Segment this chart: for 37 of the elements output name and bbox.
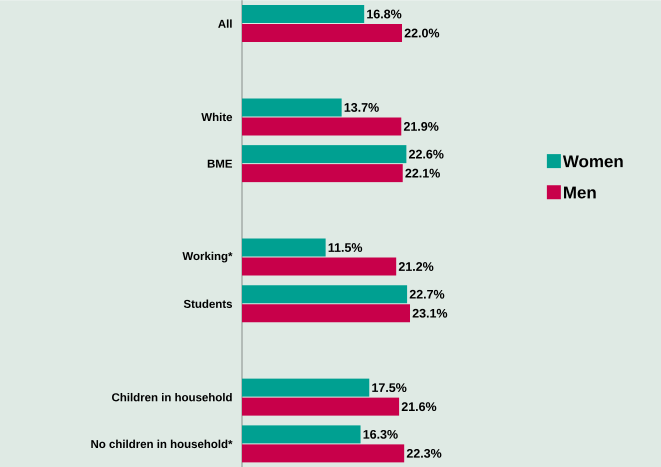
- bar: [242, 98, 342, 116]
- bar: [242, 378, 370, 396]
- data-label: 21.6%: [402, 402, 436, 411]
- y-tick-label: Working*: [182, 251, 232, 262]
- data-label: 23.1%: [412, 308, 448, 318]
- data-label: 16.8%: [367, 9, 402, 18]
- data-label: 22.3%: [406, 448, 442, 458]
- legend-label: Men: [564, 186, 596, 198]
- bar: [242, 285, 408, 304]
- data-label: 16.3%: [364, 430, 398, 439]
- data-label: 13.7%: [344, 102, 379, 112]
- bar: [242, 257, 396, 276]
- data-label: 17.5%: [372, 383, 406, 392]
- bar: [242, 144, 406, 163]
- bar: [242, 164, 403, 182]
- y-tick-label: White: [201, 112, 232, 121]
- bar: [242, 397, 400, 416]
- y-tick-label: Students: [184, 299, 232, 308]
- bar: [242, 24, 402, 42]
- data-label: 22.1%: [405, 168, 440, 178]
- y-tick-label: No children in household*: [91, 439, 232, 448]
- data-label: 21.2%: [398, 262, 434, 271]
- data-label: 22.7%: [410, 290, 444, 298]
- y-tick-label: Children in household: [112, 392, 232, 402]
- bar: [242, 4, 364, 23]
- bar: [242, 425, 361, 444]
- data-label: 22.0%: [404, 28, 440, 38]
- data-label: 21.9%: [404, 122, 438, 131]
- y-tick-label: BME: [208, 160, 232, 168]
- data-label: 22.6%: [409, 150, 444, 158]
- bar: [242, 238, 326, 256]
- data-label: 11.5%: [328, 242, 362, 252]
- y-tick-label: All: [218, 19, 232, 28]
- bar: [242, 117, 402, 136]
- bar: [242, 444, 404, 462]
- legend-label: Women: [562, 155, 623, 168]
- bar: [242, 304, 410, 322]
